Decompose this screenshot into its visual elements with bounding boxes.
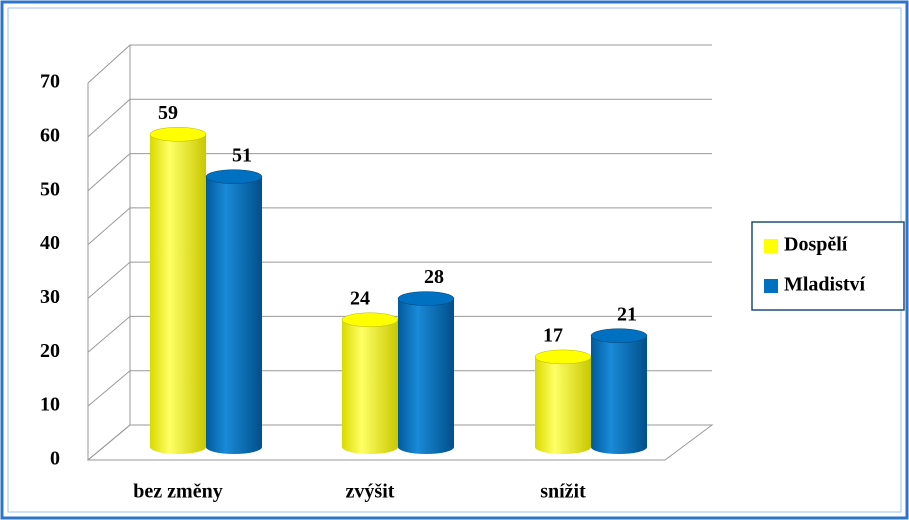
bar bbox=[342, 319, 398, 447]
data-label: 17 bbox=[543, 324, 563, 346]
y-tick-label: 70 bbox=[40, 71, 60, 93]
x-tick-label: zvýšit bbox=[346, 481, 395, 503]
grid-line bbox=[87, 424, 712, 461]
bar bbox=[150, 134, 206, 448]
y-tick-label: 10 bbox=[40, 394, 60, 416]
y-tick-label: 60 bbox=[40, 124, 60, 146]
bar bbox=[535, 356, 591, 447]
bar-top bbox=[534, 349, 592, 365]
y-tick-label: 40 bbox=[40, 232, 60, 254]
legend-swatch bbox=[764, 279, 778, 293]
data-label: 51 bbox=[232, 144, 252, 166]
legend-swatch bbox=[764, 239, 778, 253]
bar-top bbox=[149, 127, 207, 142]
bar-top bbox=[205, 169, 263, 184]
bar bbox=[206, 176, 262, 447]
grid-line bbox=[87, 370, 712, 407]
legend-label: Mladiství bbox=[784, 274, 866, 296]
y-tick-label: 30 bbox=[40, 286, 60, 308]
grid-line bbox=[87, 261, 712, 299]
bar-top bbox=[341, 312, 399, 328]
grid-line bbox=[87, 44, 712, 84]
grid-line bbox=[87, 315, 712, 353]
y-tick-label: 50 bbox=[40, 178, 60, 200]
x-tick-label: snížit bbox=[540, 481, 586, 503]
y-tick-label: 20 bbox=[40, 340, 60, 362]
legend-label: Dospělí bbox=[784, 234, 848, 256]
bar-top bbox=[590, 328, 648, 343]
data-label: 21 bbox=[617, 303, 637, 325]
data-label: 59 bbox=[158, 102, 178, 124]
x-tick-label: bez změny bbox=[133, 481, 222, 503]
grid-line bbox=[87, 207, 712, 245]
grid-line bbox=[87, 98, 712, 138]
data-label: 24 bbox=[350, 287, 370, 309]
bar bbox=[591, 335, 647, 447]
bar bbox=[398, 298, 454, 447]
y-tick-label: 0 bbox=[50, 448, 60, 470]
data-label: 28 bbox=[424, 266, 444, 288]
legend-box bbox=[751, 221, 905, 311]
grid-line bbox=[87, 153, 712, 192]
bar-top bbox=[397, 291, 455, 306]
